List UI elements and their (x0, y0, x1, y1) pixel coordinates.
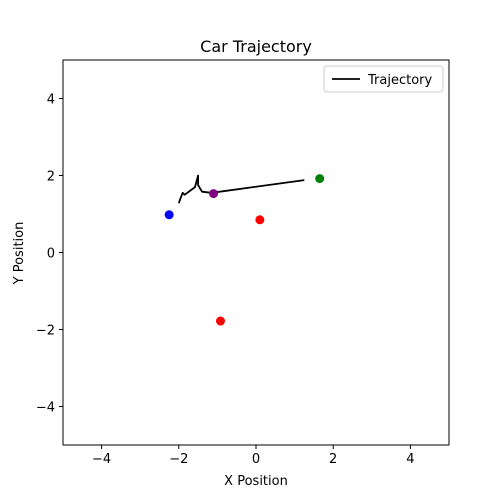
x-tick-label: −2 (169, 452, 188, 467)
x-tick-label: 2 (329, 452, 337, 467)
x-tick-label: −4 (92, 452, 111, 467)
y-tick-label: 2 (47, 170, 55, 185)
point-current (209, 189, 219, 199)
legend-box (323, 65, 444, 93)
y-tick-label: −2 (36, 324, 55, 339)
y-axis-label: Y Position (12, 222, 27, 286)
point-obstacle-2 (215, 316, 225, 326)
plot-area: −4 −2 0 2 4 −4 −2 0 2 4 (36, 59, 450, 467)
point-goal (315, 174, 325, 184)
legend-label: Trajectory (367, 73, 432, 88)
legend: Trajectory (323, 65, 444, 93)
chart-title: Car Trajectory (200, 37, 312, 56)
y-tick-label: 4 (47, 93, 55, 108)
x-tick-label: 0 (252, 452, 260, 467)
series-line-trajectory (177, 174, 305, 204)
x-tick-label: 4 (406, 452, 414, 467)
y-tick-label: 0 (47, 247, 55, 262)
x-axis-label: X Position (224, 474, 288, 489)
point-obstacle-1 (255, 215, 265, 225)
y-tick-label: −4 (36, 401, 55, 416)
point-start (164, 210, 174, 220)
